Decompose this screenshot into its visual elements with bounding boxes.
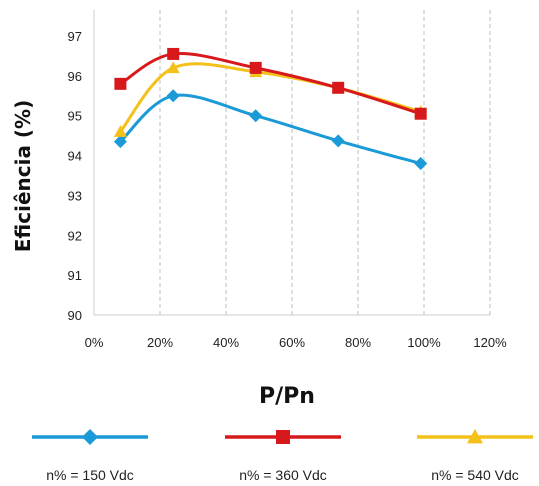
x-axis-label: P/Pn bbox=[259, 384, 315, 409]
data-point bbox=[166, 89, 180, 103]
y-tick-label: 91 bbox=[68, 268, 82, 283]
x-tick-label: 60% bbox=[279, 335, 305, 350]
data-point bbox=[113, 135, 127, 149]
y-axis-ticks: 90 91 92 93 94 95 96 97 bbox=[68, 29, 82, 323]
y-tick-label: 90 bbox=[68, 308, 82, 323]
legend-label: n% = 540 Vdc bbox=[431, 467, 519, 483]
y-tick-label: 92 bbox=[68, 228, 82, 243]
x-axis-ticks: 0% 20% 40% 60% 80% 100% 120% bbox=[85, 335, 507, 350]
y-tick-label: 95 bbox=[68, 109, 82, 124]
x-tick-label: 20% bbox=[147, 335, 173, 350]
legend-label: n% = 150 Vdc bbox=[46, 467, 134, 483]
x-tick-label: 100% bbox=[407, 335, 441, 350]
y-tick-label: 97 bbox=[68, 29, 82, 44]
legend-label: n% = 360 Vdc bbox=[239, 467, 327, 483]
legend-marker bbox=[467, 429, 483, 444]
legend-marker bbox=[82, 429, 98, 445]
grid bbox=[93, 10, 491, 316]
data-point bbox=[332, 81, 345, 94]
legend: n% = 150 Vdc n% = 360 Vdc n% = 540 Vdc bbox=[32, 429, 533, 483]
data-point bbox=[414, 157, 428, 171]
x-tick-label: 120% bbox=[473, 335, 507, 350]
x-tick-label: 80% bbox=[345, 335, 371, 350]
series-line bbox=[119, 52, 422, 116]
y-tick-label: 93 bbox=[68, 188, 82, 203]
x-tick-label: 0% bbox=[85, 335, 104, 350]
x-tick-label: 40% bbox=[213, 335, 239, 350]
series-line bbox=[119, 93, 422, 165]
data-point bbox=[414, 107, 427, 120]
data-point bbox=[113, 125, 127, 137]
data-point bbox=[249, 61, 262, 74]
y-tick-label: 96 bbox=[68, 69, 82, 84]
data-point bbox=[167, 47, 180, 60]
y-axis-label: Eficiência (%) bbox=[11, 100, 35, 253]
data-point bbox=[331, 134, 345, 148]
data-point bbox=[166, 61, 180, 74]
y-tick-label: 94 bbox=[68, 149, 82, 164]
series-layer bbox=[113, 47, 428, 171]
legend-marker bbox=[276, 430, 290, 444]
data-point bbox=[249, 109, 263, 123]
series-0 bbox=[113, 89, 428, 171]
series-1 bbox=[114, 47, 427, 120]
data-point bbox=[114, 77, 127, 90]
